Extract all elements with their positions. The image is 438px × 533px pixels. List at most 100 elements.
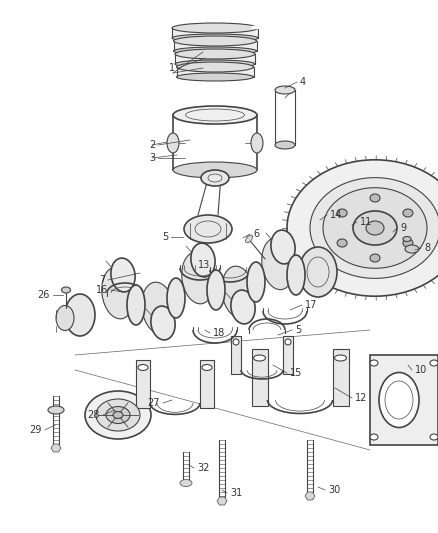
- Ellipse shape: [202, 365, 212, 370]
- Ellipse shape: [251, 133, 263, 153]
- Text: 30: 30: [328, 485, 340, 495]
- Ellipse shape: [337, 209, 347, 217]
- Ellipse shape: [167, 133, 179, 153]
- Polygon shape: [305, 492, 315, 500]
- Text: 12: 12: [355, 393, 367, 403]
- Polygon shape: [283, 336, 293, 374]
- Text: 17: 17: [305, 300, 318, 310]
- Ellipse shape: [405, 245, 419, 253]
- Polygon shape: [231, 336, 241, 374]
- Ellipse shape: [177, 62, 254, 72]
- Ellipse shape: [299, 247, 337, 297]
- Ellipse shape: [111, 258, 135, 292]
- Ellipse shape: [337, 239, 347, 247]
- Ellipse shape: [379, 373, 419, 427]
- Text: 27: 27: [148, 398, 160, 408]
- Ellipse shape: [180, 480, 192, 487]
- Ellipse shape: [310, 177, 438, 278]
- Ellipse shape: [175, 49, 255, 59]
- Text: 32: 32: [197, 463, 209, 473]
- Ellipse shape: [247, 262, 265, 302]
- Text: 26: 26: [38, 290, 50, 300]
- Ellipse shape: [335, 355, 346, 361]
- Ellipse shape: [403, 237, 411, 241]
- Polygon shape: [136, 360, 150, 408]
- Polygon shape: [370, 355, 438, 445]
- Ellipse shape: [403, 209, 413, 217]
- Text: 3: 3: [149, 153, 155, 163]
- Ellipse shape: [85, 391, 151, 439]
- Polygon shape: [251, 349, 268, 406]
- Ellipse shape: [233, 339, 239, 345]
- Text: 11: 11: [360, 217, 372, 227]
- Ellipse shape: [254, 355, 265, 361]
- Polygon shape: [200, 360, 214, 408]
- Ellipse shape: [370, 254, 380, 262]
- Ellipse shape: [48, 406, 64, 414]
- Ellipse shape: [173, 162, 257, 178]
- Ellipse shape: [366, 221, 384, 235]
- Text: 13: 13: [198, 260, 210, 270]
- Ellipse shape: [56, 305, 74, 330]
- Text: 1: 1: [169, 63, 175, 73]
- Text: 15: 15: [290, 368, 302, 378]
- Ellipse shape: [61, 287, 71, 293]
- Ellipse shape: [151, 306, 175, 340]
- Text: 5: 5: [162, 232, 168, 242]
- Ellipse shape: [182, 252, 214, 304]
- Ellipse shape: [172, 23, 258, 33]
- Text: 6: 6: [253, 229, 259, 239]
- Ellipse shape: [262, 238, 294, 289]
- Ellipse shape: [138, 365, 148, 370]
- Text: 9: 9: [400, 223, 406, 233]
- Text: 8: 8: [424, 243, 430, 253]
- Ellipse shape: [370, 434, 378, 440]
- Text: 16: 16: [96, 285, 108, 295]
- Ellipse shape: [353, 211, 397, 245]
- Ellipse shape: [173, 106, 257, 124]
- Ellipse shape: [275, 86, 295, 94]
- Ellipse shape: [106, 407, 130, 424]
- Text: 18: 18: [213, 328, 225, 338]
- Ellipse shape: [430, 360, 438, 366]
- Text: 31: 31: [230, 488, 242, 498]
- Text: 7: 7: [99, 275, 105, 285]
- Ellipse shape: [184, 215, 232, 243]
- Ellipse shape: [127, 285, 145, 325]
- Ellipse shape: [323, 188, 427, 268]
- Ellipse shape: [222, 266, 254, 318]
- Ellipse shape: [173, 36, 257, 46]
- Ellipse shape: [287, 255, 305, 295]
- Ellipse shape: [430, 434, 438, 440]
- Ellipse shape: [285, 339, 291, 345]
- Text: 28: 28: [88, 410, 100, 420]
- Ellipse shape: [177, 73, 254, 81]
- Ellipse shape: [231, 290, 255, 324]
- Ellipse shape: [191, 243, 215, 277]
- Text: 14: 14: [330, 210, 342, 220]
- Polygon shape: [217, 497, 227, 505]
- Ellipse shape: [65, 294, 95, 336]
- Ellipse shape: [207, 270, 225, 310]
- Text: 5: 5: [295, 325, 301, 335]
- Ellipse shape: [142, 282, 174, 334]
- Ellipse shape: [113, 411, 123, 418]
- Ellipse shape: [370, 194, 380, 202]
- Ellipse shape: [201, 170, 229, 186]
- Ellipse shape: [271, 230, 295, 264]
- Ellipse shape: [172, 34, 258, 42]
- Text: 29: 29: [30, 425, 42, 435]
- Polygon shape: [332, 349, 349, 406]
- Ellipse shape: [175, 60, 255, 68]
- Polygon shape: [172, 28, 258, 38]
- Ellipse shape: [287, 160, 438, 296]
- Text: 10: 10: [415, 365, 427, 375]
- Ellipse shape: [370, 360, 378, 366]
- Ellipse shape: [275, 141, 295, 149]
- Ellipse shape: [167, 278, 185, 318]
- Ellipse shape: [246, 235, 252, 243]
- Ellipse shape: [96, 399, 140, 431]
- Text: 2: 2: [149, 140, 155, 150]
- Ellipse shape: [102, 267, 134, 319]
- Polygon shape: [173, 41, 257, 51]
